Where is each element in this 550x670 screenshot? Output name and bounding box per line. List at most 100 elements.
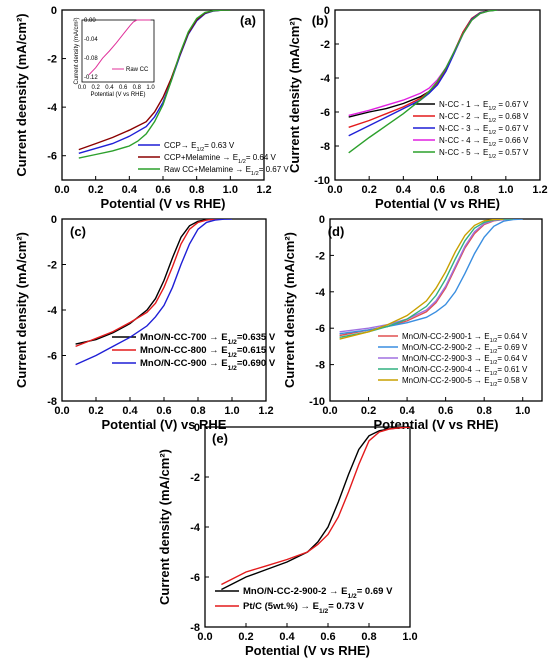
inset-y-tick-label: -0.12 (84, 75, 98, 81)
x-tick-label: 0.4 (122, 405, 138, 417)
x-tick-label: 0.0 (54, 405, 69, 417)
panel-b: 0.0 0.2 0.4 0.6 0.8 1.0 1.2 0 -2 -4 -6 -8 -10 Potenti… (287, 5, 548, 211)
y-tick-label: 0 (319, 214, 325, 226)
y-tick-label: -4 (315, 287, 326, 299)
y-tick-label: -6 (47, 151, 57, 163)
x-tick-label: 0.0 (327, 184, 342, 196)
y-tick-label: -10 (309, 396, 325, 408)
y-axis-label: Current density (mA/cm²) (287, 17, 302, 173)
inset-series-line (88, 19, 151, 76)
y-tick-label: -2 (320, 39, 330, 51)
x-tick-label: 0.0 (197, 631, 212, 643)
panel-d: 0.0 0.2 0.4 0.6 0.8 1.0 0 -2 -4 -6 -8 -10 Potential … (282, 214, 543, 432)
legend-label: CCP+Melamine → E1/2= 0.64 V (164, 153, 277, 165)
panel-tag: (c) (70, 224, 86, 239)
y-axis-label: Current density (mA/cm²) (157, 449, 172, 605)
panel-tag: (b) (312, 13, 329, 28)
panel-a: 0.0 0.2 0.4 0.6 0.8 1.0 1.2 0 -2 -4 -6 Potential (V… (14, 5, 289, 211)
x-tick-label: 0.2 (361, 405, 376, 417)
y-tick-label: 0 (194, 422, 200, 434)
y-tick-label: -2 (190, 472, 200, 484)
y-tick-label: -8 (190, 622, 200, 634)
y-axis-label: Current deensity (mA/cm²) (14, 13, 29, 176)
x-tick-label: 0.4 (399, 405, 415, 417)
x-tick-label: 1.2 (532, 184, 547, 196)
legend-label: N-CC - 4 → E1/2 = 0.66 V (439, 136, 529, 148)
panel-tag: (e) (212, 431, 228, 446)
legend-label: MnO/N-CC-2-900-5 → E1/2= 0.58 V (402, 376, 528, 388)
plot-frame (61, 218, 267, 402)
y-tick-label: -4 (190, 522, 201, 534)
x-tick-label: 0.8 (361, 631, 376, 643)
series-line-3 (78, 10, 231, 159)
x-tick-label: 0.0 (54, 184, 69, 196)
inset-frame (81, 19, 155, 83)
legend-label: MnO/N-CC-900 → E1/2=0.690 V (140, 358, 276, 372)
x-tick-label: 0.8 (477, 405, 492, 417)
x-axis-label: Potential (V vs RHE) (375, 196, 500, 211)
y-tick-label: 0 (324, 5, 330, 17)
y-tick-label: 0 (51, 214, 57, 226)
legend-label: Raw CC+Melamine → E1/2= 0.67 V (164, 165, 289, 177)
legend-label: MnO/N-CC-700 → E1/2=0.635 V (140, 332, 276, 346)
series-line-2 (75, 219, 224, 348)
x-tick-label: 0.2 (362, 184, 377, 196)
x-tick-label: 1.2 (258, 405, 273, 417)
x-tick-label: 0.2 (88, 405, 103, 417)
panel-c: 0.0 0.2 0.4 0.6 0.8 1.0 1.2 0 -2 -4 -6 -8 Potential … (14, 214, 276, 432)
x-axis-label: Potential (V vs RHE) (245, 643, 370, 658)
y-tick-label: -4 (320, 73, 331, 85)
x-tick-label: 1.0 (223, 184, 238, 196)
x-axis-label: Potential (V) vs RHE (102, 417, 227, 432)
legend-label: N-CC - 5 → E1/2 = 0.57 V (439, 148, 529, 160)
x-tick-label: 0.8 (464, 184, 479, 196)
inset-y-tick-label: -0.08 (84, 56, 98, 62)
legend-label: N-CC - 3 → E1/2 = 0.67 V (439, 124, 529, 136)
x-tick-label: 0.2 (88, 184, 103, 196)
x-tick-label: 0.6 (320, 631, 335, 643)
y-tick-label: -8 (320, 141, 330, 153)
series-line-1 (75, 219, 224, 345)
x-tick-label: 1.0 (498, 184, 513, 196)
x-tick-label: 0.4 (396, 184, 412, 196)
legend-label: N-CC - 1 → E1/2 = 0.67 V (439, 100, 529, 112)
x-tick-label: 0.6 (156, 405, 171, 417)
x-tick-label: 1.2 (256, 184, 271, 196)
plot-frame (329, 218, 543, 402)
inset-x-tick-label: 0.8 (133, 85, 142, 91)
inset-legend-label: Raw CC (126, 67, 149, 73)
series-line-2 (221, 427, 410, 586)
series-line-5 (348, 10, 498, 154)
y-tick-label: -8 (315, 360, 325, 372)
series-line-1 (221, 427, 410, 591)
legend-label: CCP→ E1/2= 0.63 V (164, 141, 235, 153)
legend-label: MnO/N-CC-2-900-2 → E1/2= 0.69 V (243, 586, 393, 600)
inset-y-axis-label: Current density (mA/cm²) (74, 17, 80, 84)
y-tick-label: -2 (47, 54, 57, 66)
panel-e: 0.0 0.2 0.4 0.6 0.8 1.0 0 -2 -4 -6 -8 Potential (V … (157, 422, 418, 658)
y-tick-label: -6 (315, 323, 325, 335)
y-axis-label: Current density (mA/cm²) (282, 232, 297, 388)
x-tick-label: 0.8 (190, 405, 205, 417)
x-axis-label: Potential (V vs RHE) (374, 417, 499, 432)
inset-y-tick-label: -0.04 (84, 37, 98, 43)
y-tick-label: -10 (314, 175, 330, 187)
x-tick-label: 0.4 (122, 184, 138, 196)
y-tick-label: -8 (47, 396, 57, 408)
inset-x-tick-label: 1.0 (146, 85, 155, 91)
legend-label: N-CC - 2 → E1/2 = 0.68 V (439, 112, 529, 124)
legend-label: MnO/N-CC-2-900-4 → E1/2= 0.61 V (402, 365, 528, 377)
x-tick-label: 0.2 (238, 631, 253, 643)
x-tick-label: 0.6 (438, 405, 453, 417)
inset-x-tick-label: 0.2 (92, 85, 101, 91)
inset-x-tick-label: 0.0 (78, 85, 87, 91)
legend-label: MnO/N-CC-2-900-2 → E1/2= 0.69 V (402, 343, 528, 355)
inset-x-tick-label: 0.4 (105, 85, 114, 91)
x-tick-label: 0.6 (155, 184, 170, 196)
legend-label: MnO/N-CC-2-900-1 → E1/2= 0.64 V (402, 332, 528, 344)
inset-y-tick-label: 0.00 (84, 18, 96, 24)
x-tick-label: 1.0 (402, 631, 417, 643)
series-line-3 (339, 219, 514, 333)
series-line-2 (339, 219, 523, 335)
